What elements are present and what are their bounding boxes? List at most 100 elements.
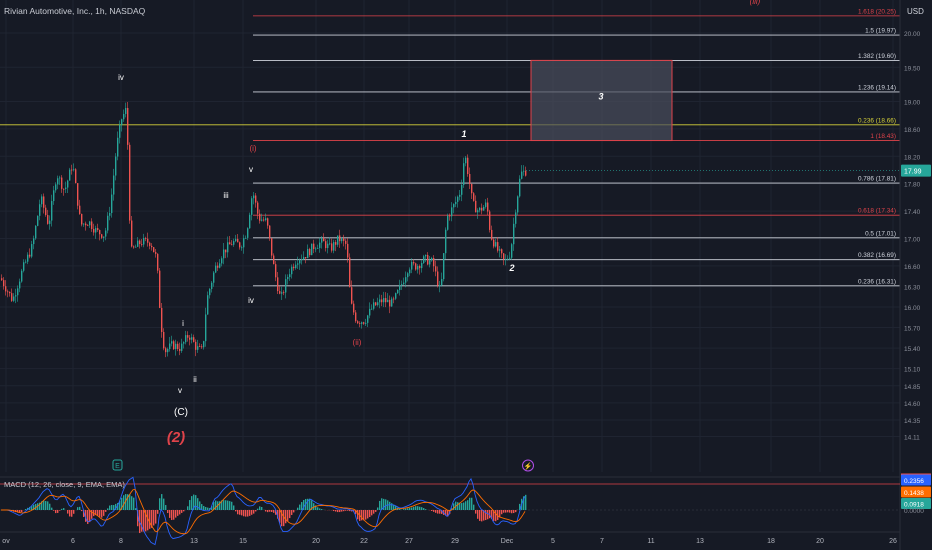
candle-body [387,299,389,303]
candle-body [335,242,337,245]
x-tick-label: 13 [190,538,198,545]
macd-histogram-bar [409,507,411,510]
candle-body [509,257,511,259]
y-tick-label: 15.70 [904,326,921,333]
lightning-event-icon[interactable]: ⚡ [522,459,534,472]
macd-histogram-bar [253,510,255,514]
macd-histogram-bar [283,510,285,527]
candle-body [159,270,161,308]
y-tick-label: 15.10 [904,367,921,374]
candle-body [175,343,177,350]
candle-body [19,281,21,289]
macd-histogram-bar [177,510,179,516]
macd-histogram-bar [485,510,487,521]
macd-histogram-bar [59,510,61,511]
earnings-e-icon[interactable]: E [112,459,123,471]
candle-body [25,261,27,263]
x-tick-label: 13 [696,538,704,545]
candle-body [477,210,479,213]
candle-body [35,225,37,239]
candle-body [137,240,139,247]
candle-body [393,298,395,300]
candle-body [419,266,421,269]
currency-label[interactable]: USD [907,7,924,16]
target-box[interactable]: 3 [530,59,673,142]
macd-histogram-bar [351,510,353,512]
macd-histogram-bar [209,508,211,510]
candle-body [11,293,13,301]
candle-body [95,228,97,233]
time-axis[interactable]: ov 6 8 13 15 20 22 27 29 Dec 5 7 11 13 18 20 26 [0,531,900,545]
candle-body [487,202,489,212]
macd-histogram-bar [495,510,497,522]
macd-histogram-bar [363,510,365,521]
price-axis[interactable]: 20.00 19.50 19.00 18.60 18.20 17.80 17.40 17.00… [526,0,932,550]
y-tick-label: 19.50 [904,65,921,72]
candle-body [441,279,443,286]
macd-histogram-bar [257,508,259,510]
macd-histogram-bar [151,510,153,528]
macd-histogram-bar [55,510,57,514]
candle-body [437,271,439,286]
wave-label: iii [223,191,229,200]
macd-histogram-bar [33,504,35,510]
candle-body [449,215,451,217]
candle-body [357,321,359,324]
macd-histogram-bar [243,510,245,517]
macd-histogram-bar [81,510,83,512]
candle-body [395,293,397,299]
x-tick-label: Dec [501,538,514,545]
macd-histogram-bar [475,510,477,514]
macd-histogram-bar [239,510,241,515]
macd-histogram-bar [143,510,145,532]
macd-histogram-bar [389,501,391,510]
candle-body [317,247,319,249]
macd-histogram-bar [261,506,263,510]
candle-body [457,196,459,202]
macd-histogram-bar [161,494,163,510]
candle-body [479,207,481,211]
macd-histogram-bar [523,496,525,510]
macd-histogram-bar [87,510,89,524]
candle-body [415,263,417,270]
fib-levels[interactable]: 1.618 (20.25) 1.5 (19.97) 1.382 (19.60) 1.2… [0,8,900,287]
macd-value-tag [901,474,931,486]
macd-histogram-bar [153,510,155,526]
candle-body [391,298,393,307]
target-box-rect [530,59,673,142]
macd-histogram-bar [211,506,213,510]
macd-histogram-bar [365,510,367,520]
candle-body [299,260,301,264]
macd-histogram-bar [277,510,279,519]
macd-histogram-bar [233,505,235,510]
macd-histogram-bar [121,497,123,510]
macd-histogram-bar [247,510,249,517]
candle-body [263,219,265,221]
candle-body [7,291,9,293]
candle-body [243,238,245,248]
candle-body [399,285,401,290]
candle-body [349,257,351,288]
macd-histogram-bar [157,510,159,514]
signal-line [1,488,526,535]
fib-label: 1.618 (20.25) [858,8,896,15]
candle-body [423,256,425,263]
candle-body [485,202,487,207]
macd-histogram-bar [507,510,509,513]
candle-body [517,196,519,213]
candle-body [401,284,403,286]
candle-body [187,335,189,338]
macd-histogram-bar [125,494,127,510]
wave-label: 1 [461,129,466,139]
candle-body [427,254,429,265]
candle-body [199,346,201,348]
candle-body [271,238,273,256]
candle-body [49,220,51,224]
candle-body [51,201,53,221]
candle-body [63,188,65,190]
macd-histogram-bar [89,510,91,523]
candle-body [245,237,247,239]
macd-histogram-bar [469,497,471,510]
fib-label: 0.236 (18.66) [858,117,896,124]
